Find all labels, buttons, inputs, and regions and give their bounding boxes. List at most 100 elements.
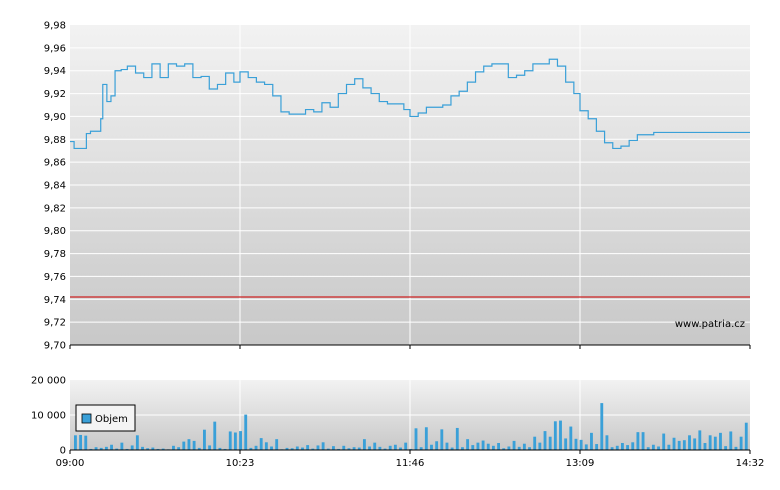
volume-legend: Objem (75, 404, 136, 432)
volume-bar (584, 444, 588, 450)
price-x-ticks (69, 345, 751, 349)
volume-bar (378, 446, 382, 450)
volume-bar (213, 421, 217, 450)
volume-bar (393, 444, 397, 450)
price-y-tick-label: 9,84 (44, 181, 66, 192)
volume-bar (502, 448, 506, 450)
volume-bar (729, 431, 733, 450)
volume-bar (590, 432, 593, 450)
x-tick-label: 14:32 (736, 458, 765, 469)
volume-bar (404, 442, 408, 450)
volume-x-axis: 09:00 10:23 11:46 13:09 14:32 (56, 450, 765, 469)
volume-bar (414, 428, 418, 450)
volume-bar (130, 445, 134, 450)
volume-bar (362, 439, 366, 450)
volume-bar (125, 448, 129, 450)
volume-bar (409, 448, 413, 450)
volume-bar (424, 427, 428, 450)
volume-bar (605, 435, 609, 450)
volume-bar (156, 448, 160, 450)
volume-bar (182, 441, 186, 450)
x-tick-label: 11:46 (396, 458, 425, 469)
volume-bar (481, 440, 485, 450)
volume-bar (120, 442, 124, 450)
volume-bar (455, 427, 459, 450)
volume-bar (187, 439, 191, 450)
volume-bar (600, 403, 604, 450)
volume-bar (161, 448, 165, 450)
volume-bar (342, 445, 346, 450)
volume-bar (564, 438, 568, 450)
volume-bar (306, 445, 310, 450)
volume-bar (615, 445, 619, 450)
volume-bar (662, 433, 666, 450)
volume-bar (146, 448, 150, 450)
price-panel: 9,98 9,96 9,94 9,92 9,90 9,88 9,86 9,84 9,82 9,80… (44, 21, 751, 352)
price-y-tick-label: 9,90 (44, 112, 66, 123)
volume-bar (218, 447, 222, 450)
price-y-tick-label: 9,70 (44, 341, 66, 352)
price-y-tick-label: 9,98 (44, 21, 66, 32)
volume-bar (239, 431, 242, 450)
volume-bar (646, 447, 650, 450)
volume-bar (89, 448, 93, 450)
volume-bar (744, 422, 748, 450)
volume-bar (110, 444, 113, 450)
price-series-line (70, 58, 750, 150)
volume-bar (693, 438, 697, 450)
volume-y-axis: 20 000 10 000 0 (31, 376, 66, 457)
volume-bar (151, 447, 155, 450)
volume-bar (228, 431, 232, 450)
volume-bar (301, 447, 304, 450)
volume-y-tick-label: 10 000 (31, 411, 66, 422)
price-y-axis: 9,98 9,96 9,94 9,92 9,90 9,88 9,86 9,84 9,82 9,80… (44, 21, 66, 352)
volume-bar (430, 444, 433, 450)
volume-bar (270, 446, 273, 450)
price-y-tick-label: 9,94 (44, 66, 66, 77)
volume-bar (440, 429, 444, 450)
legend-swatch (81, 413, 92, 424)
volume-bar (708, 435, 712, 450)
volume-bar (99, 447, 103, 450)
volume-bar (682, 440, 686, 450)
volume-bar (233, 432, 237, 450)
price-y-tick-label: 9,76 (44, 272, 66, 283)
volume-bar (626, 445, 630, 450)
volume-bar (104, 446, 108, 450)
volume-bar (419, 447, 423, 450)
volume-bar (79, 434, 83, 450)
volume-bar (713, 436, 717, 450)
volume-bar (388, 445, 392, 450)
volume-bar (115, 448, 119, 450)
volume-bar (135, 435, 139, 450)
volume-bar (641, 432, 645, 450)
volume-bar (337, 448, 341, 450)
legend-label: Objem (95, 414, 128, 425)
volume-bar (259, 438, 263, 450)
volume-bar (528, 447, 531, 450)
volume-bar (698, 430, 702, 450)
volume-bar (368, 446, 371, 450)
volume-bar (461, 447, 464, 450)
volume-bar (657, 446, 660, 450)
volume-bar (471, 445, 475, 450)
volume-bar (244, 414, 248, 450)
volume-bar (435, 441, 439, 450)
volume-bar (667, 444, 671, 450)
volume-bar (141, 446, 144, 450)
volume-bar (595, 444, 599, 450)
volume-bar (197, 447, 201, 450)
volume-bar (538, 442, 542, 450)
volume-bar (548, 436, 552, 450)
x-tick-label: 13:09 (566, 458, 595, 469)
volume-bar (522, 443, 526, 450)
volume-bar (264, 442, 268, 450)
volume-bar (316, 445, 320, 450)
volume-bar (172, 445, 175, 450)
volume-bar (734, 446, 738, 450)
price-y-tick-label: 9,80 (44, 226, 66, 237)
price-y-tick-label: 9,78 (44, 249, 66, 260)
volume-bar (290, 448, 294, 450)
volume-bar (543, 431, 547, 450)
volume-bar (620, 443, 624, 450)
